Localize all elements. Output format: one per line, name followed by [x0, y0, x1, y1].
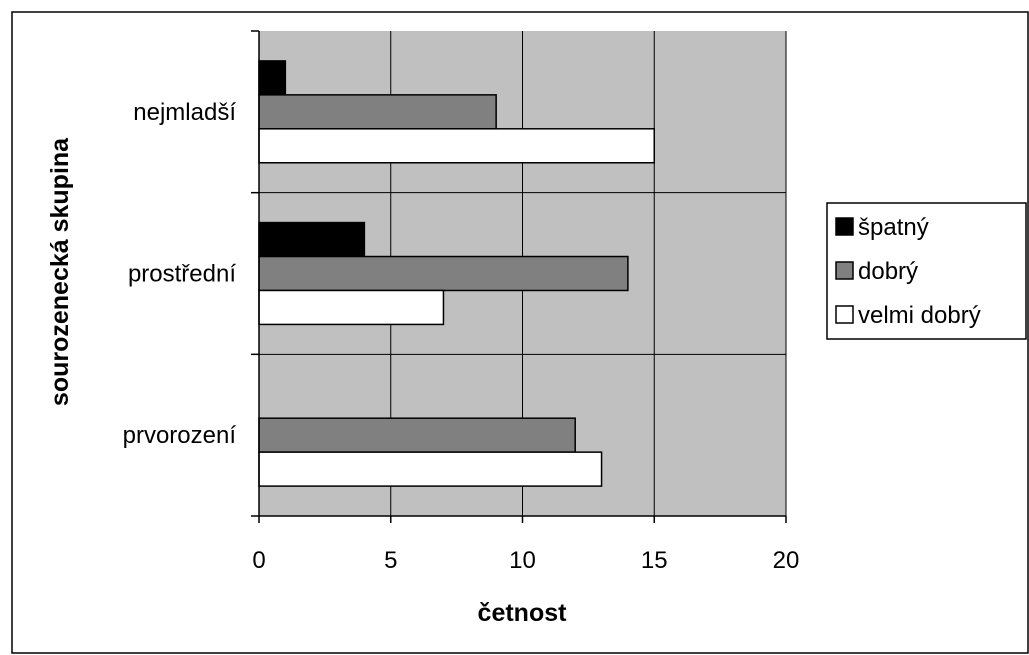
x-tick-label: 5 [384, 547, 397, 574]
bar-2-3 [258, 417, 576, 453]
x-tick-labels: 0 5 10 15 20 [252, 547, 799, 574]
y-tick-label: nejmladší [133, 99, 236, 126]
bar-3-3 [258, 451, 603, 487]
y-tick-labels: nejmladší prostřední prvorození [123, 99, 237, 449]
legend: špatný dobrý velmi dobrý [826, 202, 1027, 340]
legend-label: velmi dobrý [858, 302, 981, 329]
x-tick-label: 0 [252, 547, 265, 574]
x-axis-title: četnost [478, 599, 568, 627]
legend-swatch [835, 261, 854, 280]
y-tick-label: prvorození [123, 422, 237, 449]
bar-1-2 [258, 221, 366, 258]
legend-swatch [835, 217, 854, 236]
bars [258, 60, 655, 487]
y-axis-title: sourozenecká skupina [46, 137, 74, 406]
legend-swatch [835, 305, 854, 324]
bar-2-1 [258, 94, 497, 130]
legend-label: špatný [858, 214, 929, 241]
axes [251, 30, 787, 523]
x-tick-label: 10 [509, 547, 536, 574]
bar-3-1 [258, 128, 655, 164]
bar-3-2 [258, 289, 445, 326]
y-tick-label: prostřední [128, 261, 236, 288]
bar-1-1 [258, 60, 287, 96]
legend-label: dobrý [858, 258, 918, 285]
legend-box [826, 202, 1027, 340]
bar-2-2 [258, 255, 629, 292]
x-tick-label: 20 [773, 547, 800, 574]
x-tick-label: 15 [641, 547, 668, 574]
